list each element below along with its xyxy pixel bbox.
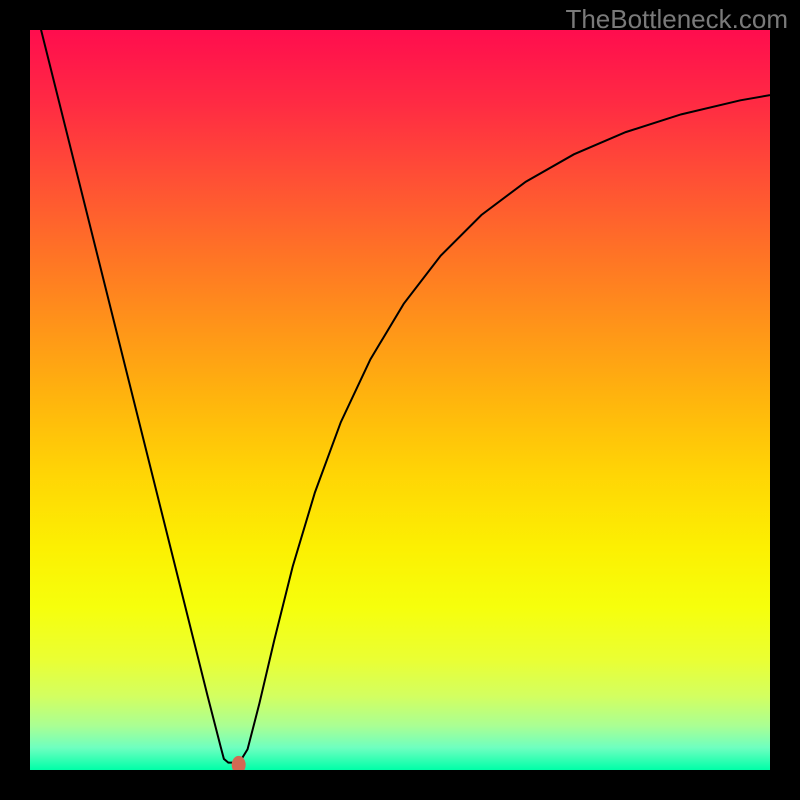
watermark-text: TheBottleneck.com <box>565 4 788 35</box>
plot-background <box>30 30 770 770</box>
bottleneck-chart <box>0 0 800 800</box>
